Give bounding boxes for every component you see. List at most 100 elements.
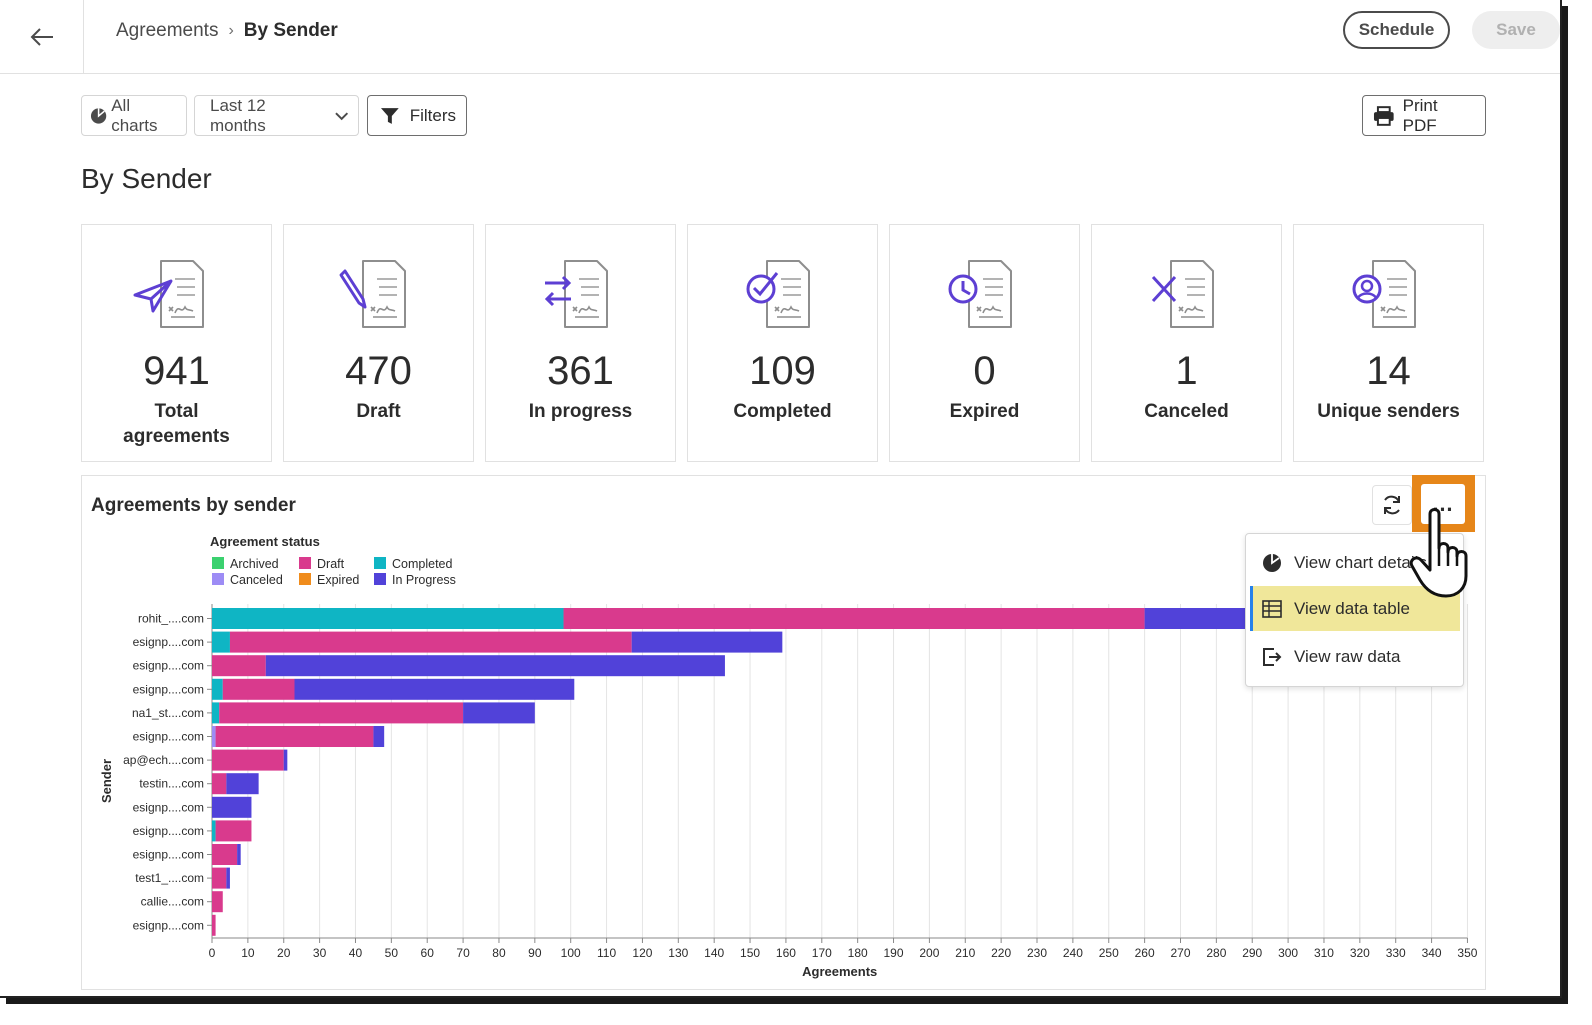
x-tick-label: 250 [1099, 946, 1119, 960]
print-pdf-button[interactable]: Print PDF [1362, 95, 1486, 136]
y-tick-label: esignp....com [133, 659, 204, 673]
bar-segment-completed [212, 678, 223, 700]
legend-label: Canceled [230, 573, 283, 587]
document-icon [133, 260, 204, 328]
app-window: Agreements › By Sender Schedule Save All… [0, 0, 1562, 998]
pie-chart-icon [1263, 553, 1281, 572]
y-tick-label: esignp....com [133, 635, 204, 649]
stat-card: 14 Unique senders [1293, 224, 1484, 462]
pie-chart-icon [90, 107, 107, 124]
bar-segment-in-progress [237, 844, 241, 865]
y-tick-label: ap@ech....com [123, 753, 204, 767]
refresh-button[interactable] [1372, 485, 1412, 525]
y-tick-label: esignp....com [133, 730, 204, 744]
save-button[interactable]: Save [1472, 11, 1560, 49]
y-tick-label: rohit_....com [138, 612, 204, 626]
stat-label: Canceled [1144, 401, 1229, 422]
stat-card: 941 Total agreements [81, 224, 272, 462]
y-tick-label: callie....com [141, 895, 204, 909]
x-tick-label: 180 [848, 946, 868, 960]
bar-segment-in-progress [226, 867, 230, 889]
stat-label: Expired [949, 401, 1020, 422]
page-title: By Sender [81, 163, 212, 194]
document-icon [544, 260, 608, 328]
top-bar: Agreements › By Sender Schedule Save [0, 0, 1560, 74]
x-tick-label: 320 [1350, 946, 1370, 960]
x-tick-label: 220 [991, 946, 1011, 960]
all-charts-label: All charts [111, 95, 158, 135]
bar-segment-draft [219, 702, 464, 724]
x-tick-label: 200 [919, 946, 939, 960]
bar-segment-in-progress [294, 678, 575, 700]
filter-icon [380, 107, 399, 124]
y-tick-label: esignp....com [133, 918, 204, 932]
x-tick-label: 300 [1278, 946, 1298, 960]
bar-segment-draft [563, 608, 1145, 629]
bar-segment-in-progress [373, 726, 385, 747]
legend-label: Archived [230, 557, 279, 571]
back-button[interactable] [0, 0, 84, 74]
bar-segment-draft [215, 820, 252, 842]
legend-label: In Progress [392, 573, 456, 587]
bar-segment-canceled [212, 726, 216, 747]
legend-label: Expired [317, 573, 359, 587]
menu-item-view-chart-details[interactable]: View chart details [1250, 540, 1460, 585]
x-tick-label: 20 [277, 946, 291, 960]
menu-item-view-raw-data[interactable]: View raw data [1250, 634, 1460, 679]
bar-segment-in-progress [463, 702, 535, 724]
x-tick-label: 0 [209, 946, 216, 960]
breadcrumb-agreements[interactable]: Agreements [116, 20, 219, 41]
x-tick-label: 170 [812, 946, 832, 960]
legend-swatch [212, 573, 224, 585]
stat-label: Draft [356, 401, 401, 422]
period-label: Last 12 months [210, 95, 266, 135]
menu-item-view-data-table[interactable]: View data table [1250, 586, 1460, 631]
bar-segment-in-progress [226, 773, 259, 795]
document-icon [948, 260, 1012, 328]
bar-segment-in-progress [283, 749, 288, 771]
legend-swatch [299, 557, 311, 569]
exchange-arrows-icon [544, 275, 571, 307]
x-tick-label: 310 [1314, 946, 1334, 960]
x-tick-label: 260 [1135, 946, 1155, 960]
x-tick-label: 210 [955, 946, 975, 960]
stat-value: 1 [1175, 349, 1198, 393]
schedule-button[interactable]: Schedule [1343, 11, 1450, 49]
clock-icon [948, 274, 977, 304]
bar-segment-draft [212, 867, 227, 889]
export-icon [1263, 647, 1282, 666]
x-tick-label: 230 [1027, 946, 1047, 960]
bar-segment-in-progress [1144, 608, 1246, 629]
chevron-right-icon: › [228, 22, 234, 39]
bar-segment-completed [212, 608, 564, 629]
x-tick-label: 290 [1242, 946, 1262, 960]
x-tick-label: 50 [385, 946, 399, 960]
x-tick-label: 40 [349, 946, 363, 960]
user-circle-icon [1352, 274, 1381, 304]
stat-card: 109 Completed [687, 224, 878, 462]
chart-panel-title: Agreements by sender [91, 495, 296, 516]
x-tick-label: 190 [884, 946, 904, 960]
bar-segment-draft [212, 749, 284, 771]
legend-label: Draft [317, 557, 345, 571]
pencil-icon [339, 269, 366, 309]
legend-swatch [299, 573, 311, 585]
x-tick-label: 280 [1206, 946, 1226, 960]
document-icon [339, 260, 406, 328]
y-tick-label: testin....com [139, 777, 204, 791]
x-tick-label: 240 [1063, 946, 1083, 960]
filters-label: Filters [409, 105, 456, 125]
stat-value: 0 [973, 349, 996, 393]
filters-button[interactable]: Filters [367, 95, 467, 136]
stat-label: Unique senders [1317, 401, 1460, 422]
all-charts-button[interactable]: All charts [81, 95, 187, 136]
legend-swatch [374, 573, 386, 585]
y-tick-label: esignp....com [133, 800, 204, 814]
y-tick-label: esignp....com [133, 682, 204, 696]
x-tick-label: 130 [668, 946, 688, 960]
stat-label: In progress [528, 401, 633, 422]
y-axis-title: Sender [99, 759, 114, 803]
period-dropdown[interactable]: Last 12 months [194, 95, 359, 136]
send-icon [133, 279, 172, 313]
legend-swatch [374, 557, 386, 569]
